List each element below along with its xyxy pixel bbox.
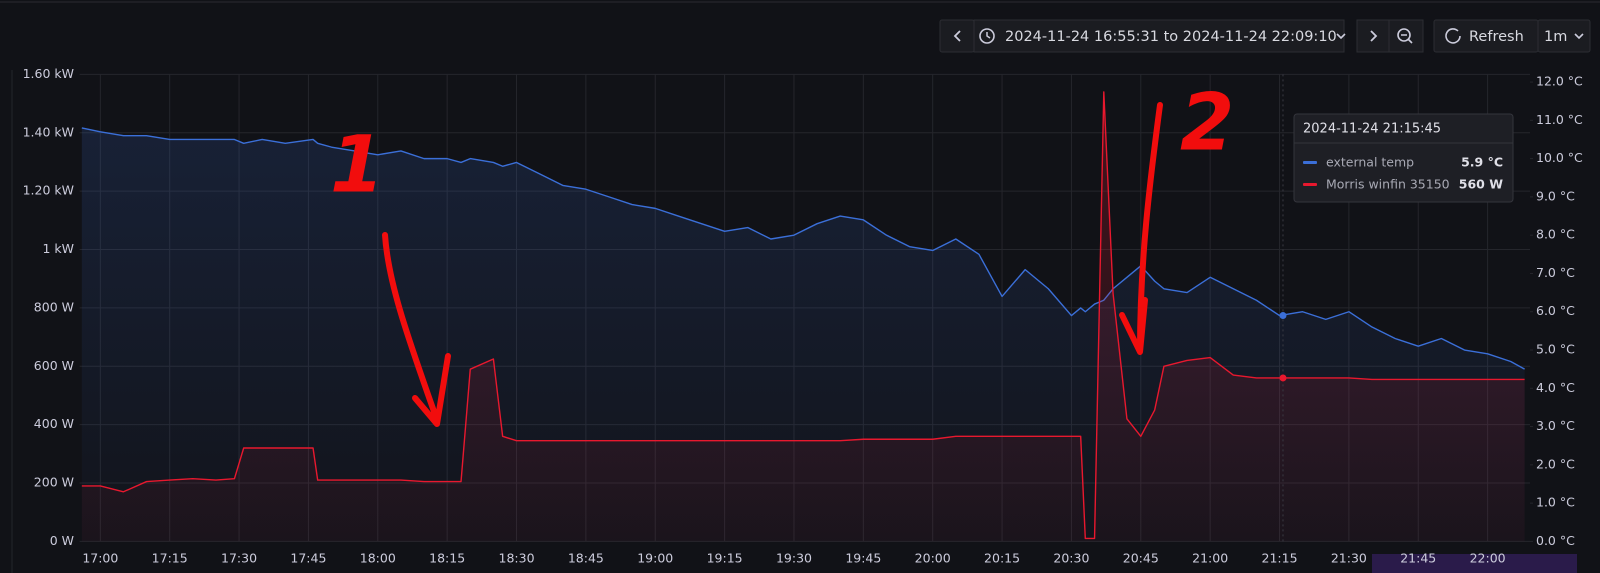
x-tick-label: 21:45 (1400, 551, 1436, 566)
annotation-arrows (382, 102, 1163, 427)
y2-tick-label: 3.0 °C (1536, 418, 1575, 433)
x-tick-label: 19:15 (707, 551, 743, 566)
zoom-out-button[interactable] (1388, 19, 1424, 53)
tooltip-value: 560 W (1459, 177, 1503, 192)
x-tick-label: 19:30 (776, 551, 812, 566)
y2-tick-label: 5.0 °C (1536, 342, 1575, 357)
y-tick-label: 1 kW (42, 241, 74, 256)
interval-label: 1m (1544, 29, 1567, 45)
arrow-1 (382, 232, 451, 427)
range-overlay (1372, 554, 1577, 573)
plot: 0 W 200 W 400 W 600 W 800 W 1 kW 1.20 kW 1.40 k… (23, 66, 1583, 566)
y2-tick-label: 0.0 °C (1536, 533, 1575, 548)
y-tick-label: 1.60 kW (23, 66, 74, 81)
x-tick-label: 17:00 (82, 551, 118, 566)
y2-tick-label: 9.0 °C (1536, 188, 1575, 203)
clock-icon (979, 28, 995, 44)
area-fill (81, 91, 1525, 542)
clock-hands (986, 32, 991, 39)
next-icon (1370, 30, 1378, 42)
x-tick-label: 17:30 (221, 551, 257, 566)
y2-tick-label: 8.0 °C (1536, 227, 1575, 242)
x-tick-label: 17:15 (152, 551, 188, 566)
annotation-2: 2 (1180, 78, 1234, 168)
time-range: 2024-11-24 16:55:31 to 2024-11-24 22:09:… (1005, 29, 1337, 45)
x-tick-label: 21:15 (1262, 551, 1298, 566)
y-tick-label: 800 W (34, 299, 74, 314)
y2-tick-label: 12.0 °C (1536, 74, 1583, 89)
y2-tick-label: 1.0 °C (1536, 495, 1575, 510)
next-button[interactable] (1356, 19, 1390, 53)
tooltip-swatch (1303, 161, 1317, 164)
tooltip: 2024-11-24 21:15:45 external temp 5.9 °C… (1293, 113, 1514, 203)
x-tick-label: 21:30 (1331, 551, 1367, 566)
x-tick-label: 17:45 (290, 551, 326, 566)
y2-tick-label: 6.0 °C (1536, 303, 1575, 318)
annotation-1: 1 (330, 120, 384, 210)
hover-point (1279, 312, 1287, 320)
toolbar: 2024-11-24 16:55:31 to 2024-11-24 22:09:… (939, 19, 1591, 53)
prev-icon (953, 30, 961, 42)
y2-tick-label: 4.0 °C (1536, 380, 1575, 395)
tooltip-series: external temp (1326, 155, 1414, 170)
x-tick-label: 21:00 (1192, 551, 1228, 566)
y2-tick-label: 7.0 °C (1536, 265, 1575, 280)
x-tick-label: 22:00 (1470, 551, 1506, 566)
arrow-2 (1119, 102, 1163, 355)
y-tick-label: 0 W (50, 533, 74, 548)
tooltip-series: Morris winfin 35150 (1326, 177, 1450, 192)
x-tick-label: 18:15 (429, 551, 465, 566)
tooltip-swatch (1303, 183, 1317, 186)
x-tick-label: 20:45 (1123, 551, 1159, 566)
x-tick-label: 20:00 (915, 551, 951, 566)
dropdown-icon (1336, 33, 1346, 40)
x-tick-label: 20:15 (984, 551, 1020, 566)
refresh-icon (1445, 28, 1461, 44)
prev-button[interactable] (939, 19, 975, 53)
tooltip-time: 2024-11-24 21:15:45 (1303, 122, 1441, 137)
y-tick-label: 400 W (34, 416, 74, 431)
x-tick-label: 18:45 (568, 551, 604, 566)
refresh-label: Refresh (1469, 29, 1524, 45)
x-tick-label: 18:30 (499, 551, 535, 566)
series-line (81, 91, 1525, 540)
interval-picker[interactable] (1537, 19, 1591, 53)
tooltip-box (1293, 113, 1514, 203)
y-tick-label: 200 W (34, 475, 74, 490)
hover-point (1279, 374, 1287, 382)
zoom-icon (1397, 28, 1411, 42)
x-tick-label: 19:45 (845, 551, 881, 566)
y-tick-label: 600 W (34, 358, 74, 373)
interval-dropdown (1574, 33, 1584, 40)
x-tick-label: 20:30 (1053, 551, 1089, 566)
y-tick-label: 1.20 kW (23, 183, 74, 198)
x-tick-label: 19:00 (637, 551, 673, 566)
zoom-icon-detail (1401, 34, 1413, 44)
time-picker[interactable] (973, 19, 1345, 53)
x-tick-label: 18:00 (360, 551, 396, 566)
tooltip-value: 5.9 °C (1461, 155, 1503, 170)
series-line (81, 127, 1525, 370)
y-tick-label: 1.40 kW (23, 124, 74, 139)
y2-tick-label: 10.0 °C (1536, 150, 1583, 165)
y2-tick-label: 2.0 °C (1536, 456, 1575, 471)
y2-tick-label: 11.0 °C (1536, 112, 1583, 127)
